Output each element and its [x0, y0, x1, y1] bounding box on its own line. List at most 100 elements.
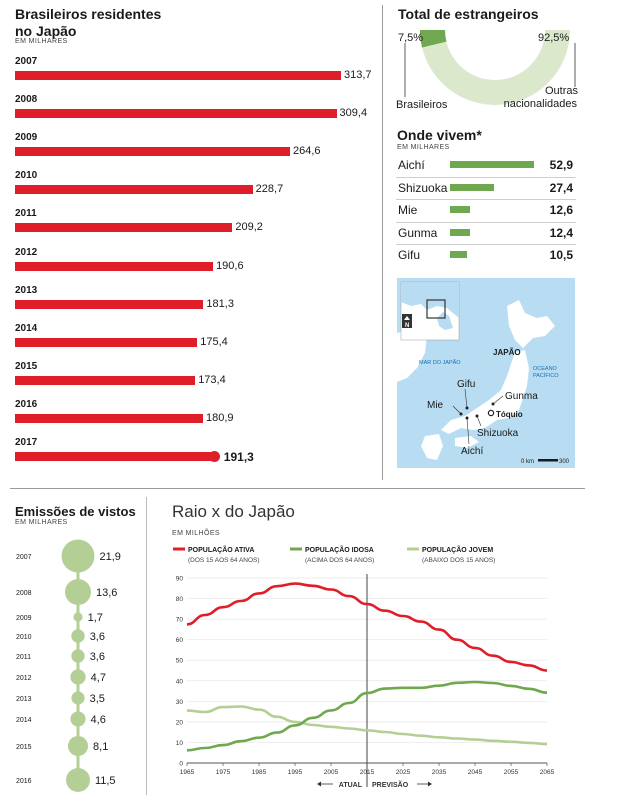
residents-year: 2009: [15, 132, 38, 144]
scale-zero: 0 km: [521, 459, 534, 465]
visa-value: 13,6: [96, 587, 117, 599]
where-name: Gifu: [398, 248, 421, 262]
legend-label: POPULAÇÃO IDOSA: [305, 545, 374, 554]
residents-year: 2016: [15, 398, 38, 410]
kyushu: [421, 434, 443, 460]
chart-unit: EM MILHÕES: [172, 530, 220, 537]
north-arrow-box: [402, 314, 412, 328]
y-tick-label: 40: [176, 678, 184, 685]
visa-bubble: [73, 612, 83, 622]
visa-value: 3,6: [90, 651, 105, 663]
visa-bubble: [70, 669, 86, 685]
population-line-chart: POPULAÇÃO ATIVA (DOS 15 AOS 64 ANOS) POPUL…: [173, 545, 555, 789]
legend-label: POPULAÇÃO JOVEM: [422, 545, 493, 554]
ocean-label-2: PACÍFICO: [533, 372, 559, 379]
residents-value: 264,6: [292, 145, 321, 158]
where-separator: [396, 221, 576, 223]
chart-title: Raio x do Japão: [172, 502, 295, 521]
where-name: Aichí: [398, 158, 425, 172]
residents-bar: [15, 413, 203, 423]
visa-year: 2009: [16, 615, 32, 622]
where-bar: [450, 228, 470, 236]
where-separator: [396, 244, 576, 245]
x-tick-label: 2035: [432, 769, 447, 776]
x-tick-label: 1985: [252, 769, 267, 776]
scale-bar: [538, 459, 558, 462]
others-name-2: nacionalidades: [503, 98, 577, 110]
foreigners-title: Total de estrangeiros: [398, 6, 539, 22]
residents-bar: [15, 71, 341, 80]
where-value: 12,4: [549, 225, 573, 240]
series-line: [186, 705, 548, 746]
visa-value: 11,5: [95, 775, 116, 787]
visa-bubble: [66, 768, 90, 792]
mie-label: Mie: [427, 400, 444, 411]
mie-leader: [452, 405, 462, 415]
legend-sublabel: (ABAIXO DOS 15 ANOS): [422, 557, 495, 564]
others-name-1: Outras: [545, 85, 579, 97]
residents-value: 180,9: [205, 411, 234, 424]
y-tick-label: 20: [176, 719, 184, 726]
y-tick-label: 10: [176, 740, 184, 747]
visa-year: 2011: [16, 654, 31, 661]
visas-unit: EM MILHARES: [15, 519, 68, 526]
x-tick-label: 2055: [504, 769, 519, 776]
residents-bar: [15, 223, 233, 233]
residents-year: 2008: [15, 94, 38, 106]
hokkaido: [507, 300, 555, 348]
residents-value: 209,2: [235, 221, 263, 234]
where-bar: [450, 206, 470, 213]
residents-bar: [15, 375, 196, 385]
visa-value: 3,6: [90, 631, 105, 643]
visas-title: Emissões de vistos: [15, 504, 136, 519]
x-tick-label: 1965: [180, 769, 195, 776]
aichi-label: Aichí: [461, 446, 483, 457]
residents-value: 309,4: [339, 107, 368, 120]
gunma-leader: [492, 395, 504, 405]
vertical-divider: [382, 5, 383, 480]
tokyo-label: Tóquio: [496, 410, 523, 419]
residents-value: 228,7: [255, 183, 284, 196]
residents-bar: [15, 147, 290, 157]
where-name: Gunma: [398, 225, 438, 240]
north-arrow-icon: [404, 316, 410, 320]
where-value: 52,9: [549, 158, 573, 172]
x-tick-label: 2045: [468, 769, 483, 776]
vertical-divider-bottom: [146, 497, 147, 795]
others-pct: 92,5%: [538, 32, 570, 44]
brazilians-slice: [420, 30, 447, 48]
legend-sublabel: (DOS 15 AOS 64 ANOS): [188, 557, 260, 564]
others-slice: [420, 30, 570, 105]
actual-label: ATUAL: [339, 782, 363, 789]
visa-year: 2008: [16, 590, 32, 597]
visa-bubble: [65, 579, 91, 605]
brazilians-pct: 7,5%: [398, 32, 424, 44]
residents-bar: [15, 109, 337, 119]
legend-sublabel: (ACIMA DOS 64 ANOS): [305, 557, 374, 564]
foreigners-donut: [404, 30, 576, 105]
y-tick-label: 60: [176, 637, 184, 644]
residents-year: 2010: [15, 170, 38, 182]
gifu-label: Gifu: [457, 379, 475, 390]
where-bar: [450, 161, 534, 168]
visa-value: 4,6: [91, 714, 106, 726]
residents-value: 190,6: [216, 259, 244, 272]
residents-year: 2011: [15, 208, 37, 220]
japan-map: N MAR DO JAPÃO JAPÃO OCEANO PACÍFICO Gif…: [397, 278, 575, 468]
visa-year: 2013: [16, 696, 32, 703]
visa-value: 3,5: [90, 693, 105, 705]
visa-bubble: [71, 649, 85, 663]
visa-value: 1,7: [88, 612, 103, 624]
visa-bubble: [67, 735, 89, 757]
residents-value: 173,4: [198, 373, 226, 386]
visa-bubble: [71, 691, 85, 705]
inset-frame: [426, 299, 446, 319]
residents-title: Brasileiros residentes no Japão: [15, 6, 162, 39]
residents-year: 2014: [15, 322, 38, 334]
visa-year: 2015: [16, 744, 32, 751]
where-separator: [396, 199, 576, 200]
x-tick-label: 1995: [288, 769, 303, 776]
visa-value: 21,9: [100, 551, 121, 563]
residents-bar: [15, 299, 204, 309]
aichi-dot: [465, 416, 469, 420]
